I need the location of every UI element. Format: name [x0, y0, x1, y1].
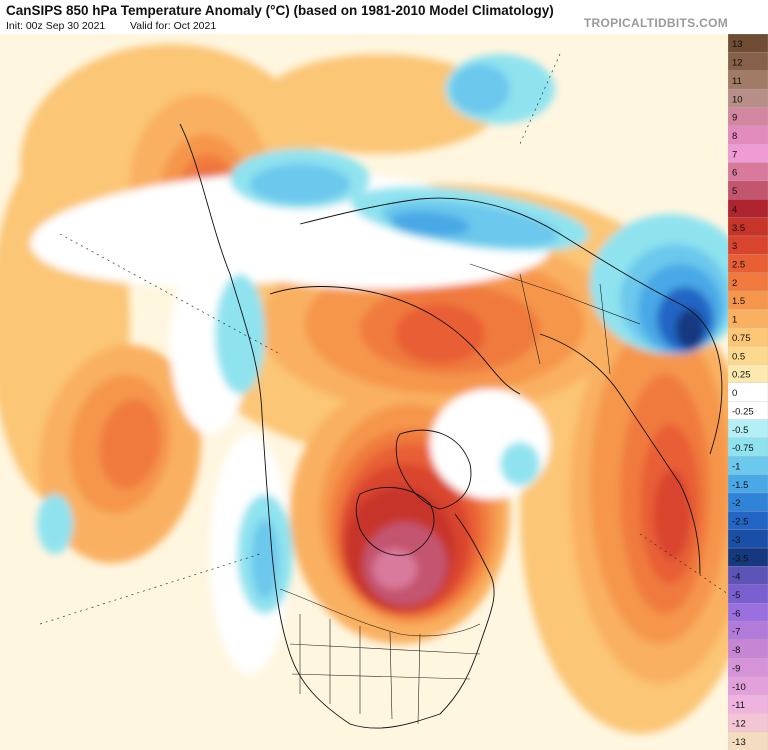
colorbar-label: -0.75: [732, 443, 754, 454]
map-canvas: [0, 44, 728, 734]
colorbar-label: 9: [732, 113, 737, 124]
colorbar-label: 2: [732, 278, 737, 289]
colorbar-label: -10: [732, 682, 746, 693]
anomaly-region: [430, 389, 550, 499]
colorbar-label: 3: [732, 241, 737, 252]
colorbar-label: 11: [732, 76, 742, 87]
anomaly-region: [250, 164, 350, 204]
colorbar-label: -9: [732, 663, 740, 674]
anomaly-region: [654, 469, 690, 559]
north-america-coast: [179, 123, 495, 729]
meridian-2: [39, 553, 261, 625]
anomaly-region: [390, 211, 470, 237]
anomaly-region: [215, 274, 265, 394]
colorbar-label: -2: [732, 498, 740, 509]
colorbar-label: -5: [732, 590, 740, 601]
colorbar-label: -1: [732, 461, 740, 472]
anomaly-region: [395, 304, 485, 364]
anomaly-region: [251, 519, 279, 599]
colorbar-label: -13: [732, 737, 746, 748]
colorbar-label: -8: [732, 645, 740, 656]
borders: [279, 263, 641, 725]
anomaly-fields: [0, 44, 728, 734]
colorbar-label: 5: [732, 186, 737, 197]
arctic-coast: [269, 286, 521, 395]
colorbar-svg: 13 12 11 10 9 8 7 6 5 4 3.5 3 2.5 2 1.5 1 0.75 0.5 0.25 0 -0…: [728, 34, 768, 750]
colorbar-label: 10: [732, 94, 743, 105]
colorbar-label: 13: [732, 39, 743, 50]
colorbar-label: 0: [732, 388, 737, 399]
init-time: Init: 00z Sep 30 2021: [6, 20, 106, 32]
meridian-3: [519, 53, 561, 145]
colorbar-swatch: [728, 731, 768, 750]
colorbar-label: 3.5: [732, 223, 745, 234]
colorbar-label: -12: [732, 719, 746, 730]
colorbar-label: -3: [732, 535, 740, 546]
colorbar-label: -1.5: [732, 480, 748, 491]
colorbar-label: 0.5: [732, 351, 745, 362]
anomaly-region: [450, 64, 510, 114]
europe-outline: [539, 333, 701, 575]
anomaly-region: [37, 494, 73, 554]
anomaly-region: [373, 549, 417, 589]
anomaly-region: [500, 442, 540, 486]
colorbar-label: 0.75: [732, 333, 751, 344]
us-canada-border: [279, 588, 481, 637]
eurasia-coast: [299, 197, 723, 455]
site-watermark: TROPICALTIDBITS.COM: [583, 16, 728, 30]
colorbar-label: 1.5: [732, 296, 745, 307]
colorbar-label: -3.5: [732, 553, 748, 564]
colorbar-label: 1: [732, 315, 737, 326]
colorbar-label: -0.5: [732, 425, 748, 436]
colorbar-label: 0.25: [732, 370, 751, 381]
colorbar-label: 8: [732, 131, 737, 142]
colorbar-legend: 13 12 11 10 9 8 7 6 5 4 3.5 3 2.5 2 1.5 1 0.75 0.5 0.25 0 -0…: [728, 34, 768, 750]
colorbar-label: 2.5: [732, 260, 745, 271]
colorbar-label: 7: [732, 149, 737, 160]
colorbar-label: 4: [732, 204, 737, 215]
anomaly-region: [260, 54, 500, 154]
colorbar-label: -6: [732, 608, 740, 619]
anomaly-region: [676, 309, 704, 349]
colorbar-label: -0.25: [732, 406, 754, 417]
colorbar-label: 6: [732, 168, 737, 179]
anomaly-region: [99, 399, 161, 489]
greenland-outline: [395, 429, 472, 510]
anomaly-map: [0, 34, 728, 750]
hudson-bay-outline: [355, 487, 435, 556]
map-title: CanSIPS 850 hPa Temperature Anomaly (°C)…: [6, 3, 554, 18]
valid-time: Valid for: Oct 2021: [130, 20, 217, 32]
coastlines: [179, 123, 723, 729]
russia-borders: [469, 263, 641, 375]
colorbar-label: 12: [732, 58, 743, 69]
colorbar-label: -2.5: [732, 517, 748, 528]
lat-lon-grid: [39, 53, 728, 625]
colorbar-label: -4: [732, 572, 740, 583]
colorbar-label: -11: [732, 700, 745, 711]
us-state-lines: [289, 614, 481, 725]
colorbar-label: -7: [732, 627, 740, 638]
chart-header: CanSIPS 850 hPa Temperature Anomaly (°C)…: [0, 0, 768, 34]
